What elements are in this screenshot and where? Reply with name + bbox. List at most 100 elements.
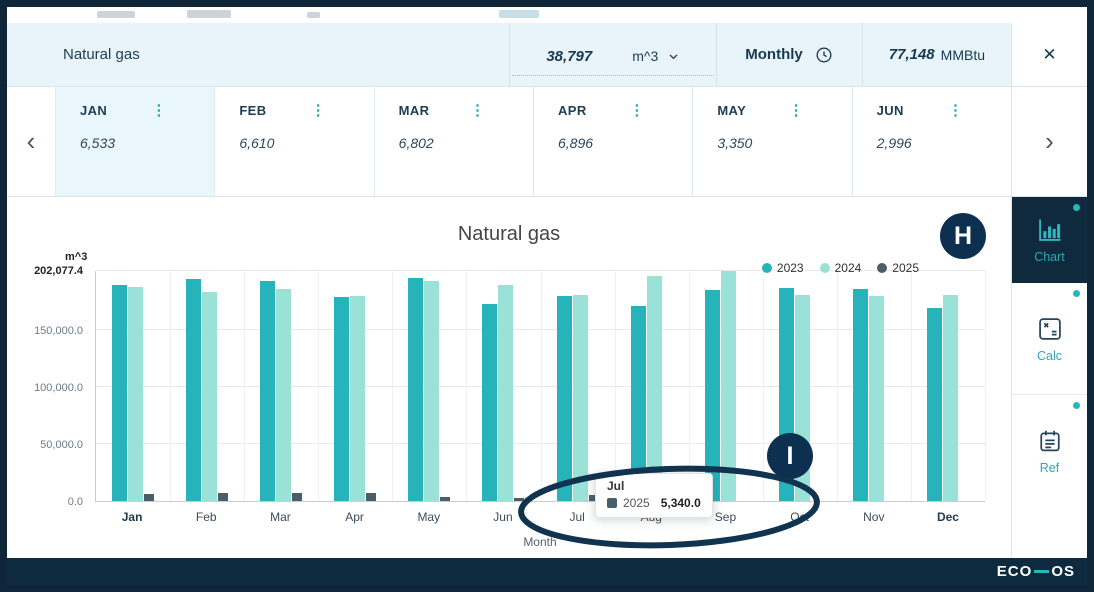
main-column: Natural gas 38,797 m^3 Monthly bbox=[7, 23, 1011, 558]
notification-dot bbox=[1073, 402, 1080, 409]
bar-2023-feb[interactable] bbox=[186, 279, 202, 501]
month-card-3[interactable]: APR ⋮ 6,896 bbox=[534, 87, 694, 196]
unit-dropdown[interactable]: m^3 bbox=[632, 48, 680, 64]
bar-chart-icon bbox=[1038, 219, 1060, 241]
calculator-icon bbox=[1038, 317, 1061, 340]
cropped-ui-remnant bbox=[97, 11, 135, 18]
more-options-icon[interactable]: ⋮ bbox=[151, 102, 167, 119]
x-tick-label: Oct bbox=[790, 510, 809, 524]
bar-2025-may[interactable] bbox=[440, 497, 451, 501]
bar-group-jan[interactable] bbox=[96, 271, 170, 501]
bar-2023-jun[interactable] bbox=[482, 304, 498, 501]
bar-group-nov[interactable] bbox=[837, 271, 911, 501]
legend-label: 2023 bbox=[776, 261, 804, 275]
bar-2024-jan[interactable] bbox=[128, 287, 144, 501]
frequency-toggle[interactable]: Monthly bbox=[716, 23, 862, 86]
gridline-vertical bbox=[985, 271, 986, 501]
cropped-top-strip bbox=[7, 7, 1087, 23]
bar-2024-may[interactable] bbox=[424, 281, 440, 501]
bar-2024-nov[interactable] bbox=[868, 296, 884, 501]
gridline-vertical bbox=[318, 271, 320, 501]
month-card-label: MAR bbox=[398, 103, 430, 118]
bar-group-apr[interactable] bbox=[318, 271, 392, 501]
bar-2023-dec[interactable] bbox=[926, 307, 942, 501]
notification-dot bbox=[1073, 204, 1080, 211]
bar-group-jul[interactable] bbox=[540, 271, 614, 501]
bar-2023-jul[interactable] bbox=[556, 296, 572, 501]
consumption-value-input[interactable]: 38,797 bbox=[546, 47, 593, 65]
gridline-vertical bbox=[762, 271, 764, 501]
cropped-ui-remnant bbox=[499, 10, 539, 18]
y-axis-tick-labels: 202,077.4 150,000.0 100,000.0 50,000.0 0.0 bbox=[7, 265, 89, 508]
more-options-icon[interactable]: ⋮ bbox=[788, 102, 804, 119]
y-tick-label: 100,000.0 bbox=[34, 381, 83, 394]
bar-2024-mar[interactable] bbox=[276, 289, 292, 501]
bar-2024-aug[interactable] bbox=[646, 275, 662, 501]
bar-2023-aug[interactable] bbox=[630, 306, 646, 501]
month-card-4[interactable]: MAY ⋮ 3,350 bbox=[693, 87, 853, 196]
clock-icon bbox=[816, 47, 832, 62]
bar-group-may[interactable] bbox=[392, 271, 466, 501]
legend-item-2024[interactable]: 2024 bbox=[819, 261, 862, 275]
month-card-1[interactable]: FEB ⋮ 6,610 bbox=[215, 87, 375, 196]
bar-2023-nov[interactable] bbox=[852, 289, 868, 501]
notification-dot bbox=[1073, 290, 1080, 297]
legend-label: 2024 bbox=[834, 261, 862, 275]
bar-group-mar[interactable] bbox=[244, 271, 318, 501]
bar-2024-dec[interactable] bbox=[942, 295, 958, 501]
bar-2023-mar[interactable] bbox=[260, 281, 276, 501]
bar-2023-jan[interactable] bbox=[112, 284, 128, 501]
bar-group-feb[interactable] bbox=[170, 271, 244, 501]
month-card-value: 2,996 bbox=[876, 135, 912, 151]
bar-group-aug[interactable] bbox=[615, 271, 689, 501]
month-card-2[interactable]: MAR ⋮ 6,802 bbox=[375, 87, 534, 196]
bar-2024-sep[interactable] bbox=[720, 271, 736, 501]
bar-2025-mar[interactable] bbox=[292, 493, 303, 501]
x-tick-label: Feb bbox=[195, 510, 217, 524]
chart-panel: Natural gas 2023 2024 2025 m^3 202,077.4 15… bbox=[7, 197, 1011, 558]
bar-2024-jul[interactable] bbox=[572, 295, 588, 501]
more-options-icon[interactable]: ⋮ bbox=[947, 102, 963, 119]
month-card-0[interactable]: JAN ⋮ 6,533 bbox=[56, 87, 216, 196]
bar-2024-feb[interactable] bbox=[202, 291, 218, 501]
chart-tooltip: Jul 2025 5,340.0 bbox=[595, 473, 713, 518]
converted-value: 77,148 bbox=[888, 46, 935, 63]
bar-2025-feb[interactable] bbox=[218, 493, 229, 501]
more-options-icon[interactable]: ⋮ bbox=[629, 102, 645, 119]
bar-group-dec[interactable] bbox=[911, 271, 985, 501]
source-title: Natural gas bbox=[63, 46, 140, 63]
sidebar-item-ref[interactable]: Ref bbox=[1012, 395, 1087, 507]
x-tick-label: Dec bbox=[936, 510, 959, 524]
bar-group-sep[interactable] bbox=[689, 271, 763, 501]
bar-2024-jun[interactable] bbox=[498, 284, 514, 501]
y-tick-label: 150,000.0 bbox=[34, 324, 83, 337]
bar-2025-apr[interactable] bbox=[366, 493, 377, 501]
unit-label: m^3 bbox=[632, 48, 659, 64]
sidebar-item-calc[interactable]: Calc bbox=[1012, 283, 1087, 395]
cropped-ui-remnant bbox=[187, 10, 231, 18]
close-button[interactable]: ✕ bbox=[1012, 23, 1087, 87]
legend-item-2023[interactable]: 2023 bbox=[761, 261, 804, 275]
bar-group-jun[interactable] bbox=[466, 271, 540, 501]
bar-2023-may[interactable] bbox=[408, 277, 424, 501]
month-card-label: MAY bbox=[717, 103, 747, 118]
legend-item-2025[interactable]: 2025 bbox=[877, 261, 919, 275]
bar-2023-sep[interactable] bbox=[704, 290, 720, 501]
x-tick-label: Mar bbox=[270, 510, 291, 524]
bar-2023-apr[interactable] bbox=[334, 297, 350, 501]
more-options-icon[interactable]: ⋮ bbox=[469, 102, 485, 119]
annotation-badge-i: I bbox=[767, 433, 813, 479]
bar-2024-apr[interactable] bbox=[350, 296, 366, 501]
next-months-button[interactable]: › bbox=[1012, 87, 1087, 197]
converted-unit: MMBtu bbox=[940, 46, 985, 63]
bar-2025-jan[interactable] bbox=[144, 493, 155, 501]
more-options-icon[interactable]: ⋮ bbox=[310, 102, 326, 119]
sidebar-item-chart[interactable]: Chart bbox=[1012, 197, 1087, 283]
prev-months-button[interactable]: ‹ bbox=[7, 87, 56, 196]
gridline-vertical bbox=[244, 271, 246, 501]
gridline-vertical bbox=[540, 271, 542, 501]
month-cards-row: ‹ JAN ⋮ 6,533 FEB ⋮ 6,610 MAR ⋮ 6,802 APR ⋮ … bbox=[7, 87, 1011, 197]
month-card-5[interactable]: JUN ⋮ 2,996 bbox=[853, 87, 1011, 196]
bar-2025-jun[interactable] bbox=[514, 497, 525, 501]
